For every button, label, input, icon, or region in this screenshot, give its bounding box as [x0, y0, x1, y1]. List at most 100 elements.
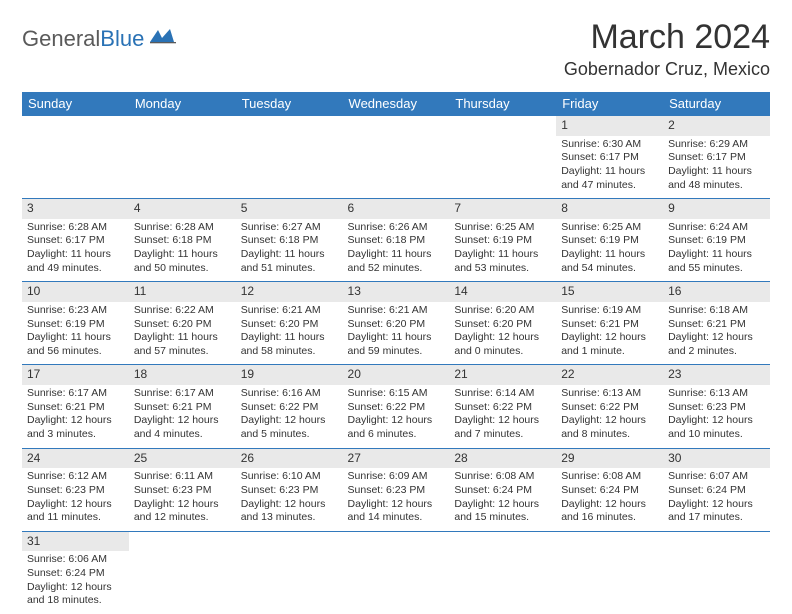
- calendar-cell: 24Sunrise: 6:12 AMSunset: 6:23 PMDayligh…: [22, 448, 129, 531]
- brand-logo: GeneralBlue: [22, 26, 176, 52]
- calendar-cell: 12Sunrise: 6:21 AMSunset: 6:20 PMDayligh…: [236, 282, 343, 365]
- header: GeneralBlue March 2024 Gobernador Cruz, …: [22, 18, 770, 80]
- daylight-text: and 1 minute.: [561, 345, 658, 359]
- sunrise-text: Sunrise: 6:08 AM: [561, 470, 658, 484]
- daylight-text: and 53 minutes.: [454, 262, 551, 276]
- location-label: Gobernador Cruz, Mexico: [564, 59, 770, 80]
- sunrise-text: Sunrise: 6:15 AM: [348, 387, 445, 401]
- sunrise-text: Sunrise: 6:18 AM: [668, 304, 765, 318]
- sunset-text: Sunset: 6:21 PM: [134, 401, 231, 415]
- daylight-text: Daylight: 12 hours: [561, 414, 658, 428]
- page-title: March 2024: [564, 18, 770, 57]
- calendar-cell: [343, 531, 450, 614]
- sunset-text: Sunset: 6:22 PM: [241, 401, 338, 415]
- sunrise-text: Sunrise: 6:19 AM: [561, 304, 658, 318]
- daylight-text: and 11 minutes.: [27, 511, 124, 525]
- day-number: 22: [556, 365, 663, 385]
- calendar-cell: [129, 116, 236, 199]
- calendar-cell: 11Sunrise: 6:22 AMSunset: 6:20 PMDayligh…: [129, 282, 236, 365]
- daylight-text: Daylight: 11 hours: [668, 165, 765, 179]
- daylight-text: and 52 minutes.: [348, 262, 445, 276]
- day-number: 10: [22, 282, 129, 302]
- sunset-text: Sunset: 6:20 PM: [454, 318, 551, 332]
- sunrise-text: Sunrise: 6:24 AM: [668, 221, 765, 235]
- brand-part2: Blue: [100, 26, 144, 51]
- sunrise-text: Sunrise: 6:17 AM: [134, 387, 231, 401]
- daylight-text: and 12 minutes.: [134, 511, 231, 525]
- daylight-text: and 7 minutes.: [454, 428, 551, 442]
- daylight-text: Daylight: 12 hours: [561, 498, 658, 512]
- sunrise-text: Sunrise: 6:16 AM: [241, 387, 338, 401]
- daylight-text: Daylight: 12 hours: [454, 498, 551, 512]
- sunrise-text: Sunrise: 6:10 AM: [241, 470, 338, 484]
- sunrise-text: Sunrise: 6:27 AM: [241, 221, 338, 235]
- calendar-cell: 22Sunrise: 6:13 AMSunset: 6:22 PMDayligh…: [556, 365, 663, 448]
- calendar-cell: 8Sunrise: 6:25 AMSunset: 6:19 PMDaylight…: [556, 199, 663, 282]
- sunset-text: Sunset: 6:21 PM: [27, 401, 124, 415]
- sunrise-text: Sunrise: 6:13 AM: [561, 387, 658, 401]
- day-number: 27: [343, 449, 450, 469]
- sunrise-text: Sunrise: 6:21 AM: [348, 304, 445, 318]
- day-number: 30: [663, 449, 770, 469]
- daylight-text: and 0 minutes.: [454, 345, 551, 359]
- calendar-cell: [129, 531, 236, 614]
- weekday-header: Thursday: [449, 92, 556, 116]
- daylight-text: Daylight: 12 hours: [454, 331, 551, 345]
- sunset-text: Sunset: 6:17 PM: [561, 151, 658, 165]
- title-block: March 2024 Gobernador Cruz, Mexico: [564, 18, 770, 80]
- day-number: 15: [556, 282, 663, 302]
- flag-icon: [150, 28, 176, 51]
- calendar-cell: [343, 116, 450, 199]
- day-number: 29: [556, 449, 663, 469]
- sunset-text: Sunset: 6:18 PM: [348, 234, 445, 248]
- day-number: 2: [663, 116, 770, 136]
- daylight-text: Daylight: 12 hours: [561, 331, 658, 345]
- day-number: 12: [236, 282, 343, 302]
- calendar-cell: [236, 531, 343, 614]
- daylight-text: and 8 minutes.: [561, 428, 658, 442]
- daylight-text: Daylight: 11 hours: [348, 331, 445, 345]
- daylight-text: Daylight: 12 hours: [668, 498, 765, 512]
- sunrise-text: Sunrise: 6:25 AM: [561, 221, 658, 235]
- sunrise-text: Sunrise: 6:28 AM: [134, 221, 231, 235]
- day-number: 5: [236, 199, 343, 219]
- day-number: 19: [236, 365, 343, 385]
- daylight-text: and 15 minutes.: [454, 511, 551, 525]
- brand-text: GeneralBlue: [22, 26, 144, 52]
- sunset-text: Sunset: 6:19 PM: [561, 234, 658, 248]
- daylight-text: Daylight: 12 hours: [668, 331, 765, 345]
- daylight-text: and 51 minutes.: [241, 262, 338, 276]
- daylight-text: and 48 minutes.: [668, 179, 765, 193]
- calendar-cell: [449, 531, 556, 614]
- daylight-text: and 10 minutes.: [668, 428, 765, 442]
- daylight-text: Daylight: 11 hours: [27, 248, 124, 262]
- sunset-text: Sunset: 6:24 PM: [561, 484, 658, 498]
- daylight-text: and 55 minutes.: [668, 262, 765, 276]
- sunrise-text: Sunrise: 6:30 AM: [561, 138, 658, 152]
- daylight-text: Daylight: 12 hours: [134, 414, 231, 428]
- day-number: 24: [22, 449, 129, 469]
- calendar-cell: [556, 531, 663, 614]
- calendar-cell: 27Sunrise: 6:09 AMSunset: 6:23 PMDayligh…: [343, 448, 450, 531]
- sunset-text: Sunset: 6:17 PM: [27, 234, 124, 248]
- calendar-cell: [449, 116, 556, 199]
- calendar-row: 1Sunrise: 6:30 AMSunset: 6:17 PMDaylight…: [22, 116, 770, 199]
- daylight-text: Daylight: 11 hours: [134, 331, 231, 345]
- sunrise-text: Sunrise: 6:13 AM: [668, 387, 765, 401]
- sunrise-text: Sunrise: 6:06 AM: [27, 553, 124, 567]
- calendar-cell: 30Sunrise: 6:07 AMSunset: 6:24 PMDayligh…: [663, 448, 770, 531]
- day-number: 18: [129, 365, 236, 385]
- calendar-cell: [236, 116, 343, 199]
- sunrise-text: Sunrise: 6:09 AM: [348, 470, 445, 484]
- day-number: 26: [236, 449, 343, 469]
- sunrise-text: Sunrise: 6:22 AM: [134, 304, 231, 318]
- daylight-text: Daylight: 11 hours: [134, 248, 231, 262]
- sunrise-text: Sunrise: 6:25 AM: [454, 221, 551, 235]
- calendar-cell: [22, 116, 129, 199]
- weekday-header: Friday: [556, 92, 663, 116]
- daylight-text: Daylight: 12 hours: [348, 414, 445, 428]
- day-number: 8: [556, 199, 663, 219]
- daylight-text: and 47 minutes.: [561, 179, 658, 193]
- daylight-text: Daylight: 12 hours: [134, 498, 231, 512]
- sunset-text: Sunset: 6:20 PM: [348, 318, 445, 332]
